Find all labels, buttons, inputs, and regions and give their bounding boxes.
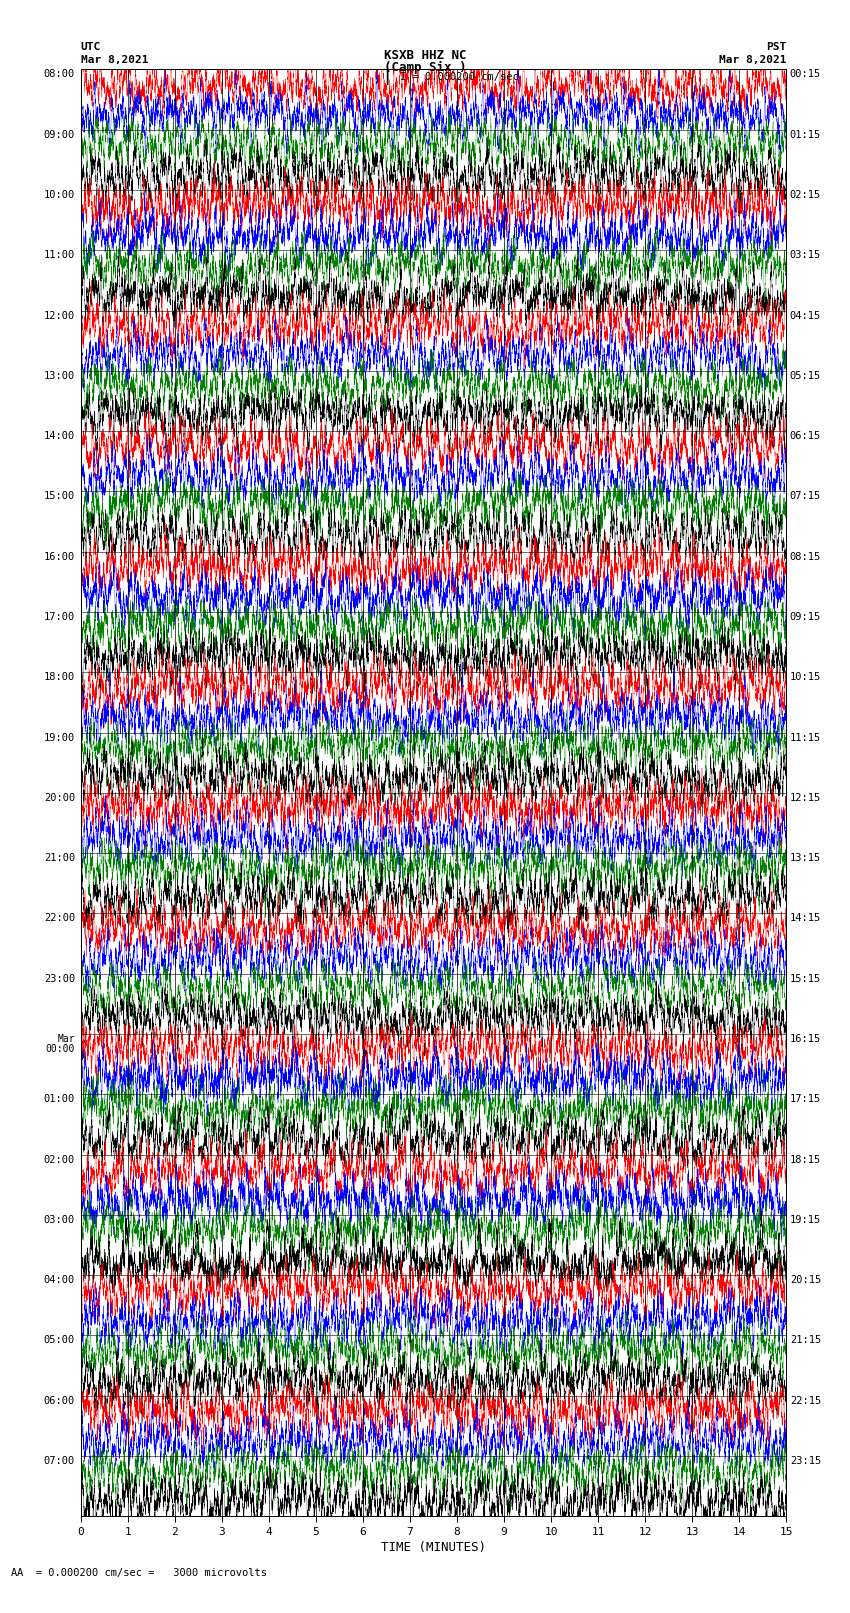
Text: I = 0.000200 cm/sec: I = 0.000200 cm/sec	[400, 71, 518, 82]
Text: 04:15: 04:15	[790, 310, 821, 321]
Text: 12:15: 12:15	[790, 794, 821, 803]
Text: Mar: Mar	[58, 1034, 75, 1044]
Text: 20:00: 20:00	[44, 794, 75, 803]
Text: 13:15: 13:15	[790, 853, 821, 863]
Text: (Camp Six ): (Camp Six )	[383, 60, 467, 74]
Text: Mar 8,2021: Mar 8,2021	[719, 55, 786, 65]
Text: KSXB HHZ NC: KSXB HHZ NC	[383, 50, 467, 63]
Text: 13:00: 13:00	[44, 371, 75, 381]
Text: 23:15: 23:15	[790, 1457, 821, 1466]
Text: 16:00: 16:00	[44, 552, 75, 561]
Text: 14:00: 14:00	[44, 431, 75, 440]
Text: 16:15: 16:15	[790, 1034, 821, 1044]
Text: 06:15: 06:15	[790, 431, 821, 440]
Text: 09:15: 09:15	[790, 611, 821, 623]
Text: 10:00: 10:00	[44, 190, 75, 200]
Text: 19:15: 19:15	[790, 1215, 821, 1224]
Text: 00:15: 00:15	[790, 69, 821, 79]
Text: 02:00: 02:00	[44, 1155, 75, 1165]
Text: UTC: UTC	[81, 42, 101, 52]
Text: A: A	[11, 1568, 17, 1578]
Text: A  = 0.000200 cm/sec =   3000 microvolts: A = 0.000200 cm/sec = 3000 microvolts	[17, 1568, 267, 1578]
Text: 04:00: 04:00	[44, 1274, 75, 1286]
Text: 15:00: 15:00	[44, 492, 75, 502]
Text: |: |	[382, 69, 391, 84]
Text: 15:15: 15:15	[790, 974, 821, 984]
Text: 21:15: 21:15	[790, 1336, 821, 1345]
Text: 01:15: 01:15	[790, 129, 821, 140]
Text: 20:15: 20:15	[790, 1274, 821, 1286]
Text: PST: PST	[766, 42, 786, 52]
Text: 17:00: 17:00	[44, 611, 75, 623]
Text: 23:00: 23:00	[44, 974, 75, 984]
Text: 02:15: 02:15	[790, 190, 821, 200]
Text: 18:15: 18:15	[790, 1155, 821, 1165]
Text: 08:15: 08:15	[790, 552, 821, 561]
Text: 07:15: 07:15	[790, 492, 821, 502]
X-axis label: TIME (MINUTES): TIME (MINUTES)	[381, 1540, 486, 1553]
Text: 01:00: 01:00	[44, 1094, 75, 1105]
Text: 12:00: 12:00	[44, 310, 75, 321]
Text: 05:00: 05:00	[44, 1336, 75, 1345]
Text: 03:00: 03:00	[44, 1215, 75, 1224]
Text: 19:00: 19:00	[44, 732, 75, 742]
Text: 09:00: 09:00	[44, 129, 75, 140]
Text: 18:00: 18:00	[44, 673, 75, 682]
Text: 17:15: 17:15	[790, 1094, 821, 1105]
Text: 10:15: 10:15	[790, 673, 821, 682]
Text: 22:00: 22:00	[44, 913, 75, 923]
Text: 22:15: 22:15	[790, 1395, 821, 1405]
Text: 07:00: 07:00	[44, 1457, 75, 1466]
Text: 06:00: 06:00	[44, 1395, 75, 1405]
Text: 08:00: 08:00	[44, 69, 75, 79]
Text: 03:15: 03:15	[790, 250, 821, 260]
Text: 21:00: 21:00	[44, 853, 75, 863]
Text: 00:00: 00:00	[46, 1044, 75, 1053]
Text: 14:15: 14:15	[790, 913, 821, 923]
Text: 11:15: 11:15	[790, 732, 821, 742]
Text: Mar 8,2021: Mar 8,2021	[81, 55, 148, 65]
Text: 05:15: 05:15	[790, 371, 821, 381]
Text: 11:00: 11:00	[44, 250, 75, 260]
